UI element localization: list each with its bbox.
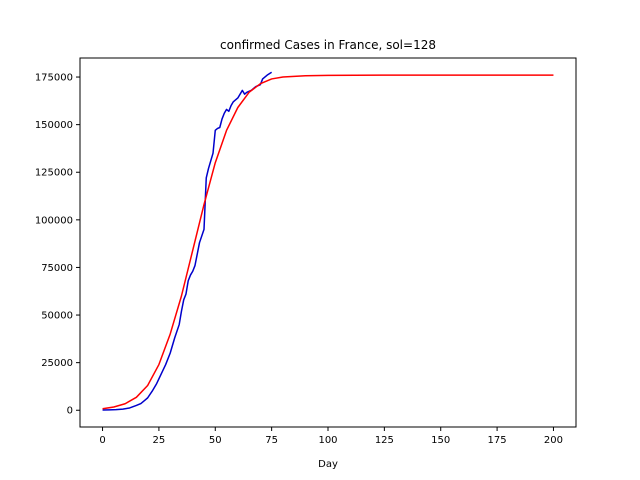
axes-layer: 0 25 50 75 100 125 150 175 200 0 25000 50000 75000 10…: [35, 57, 577, 446]
x-axis-label: Day: [318, 459, 338, 470]
x-tick-label: 175: [488, 435, 507, 446]
x-tick-label: 75: [265, 435, 278, 446]
x-tick-label: 150: [431, 435, 450, 446]
series-line-fit: [102, 74, 554, 410]
y-tick-label: 150000: [35, 120, 73, 131]
x-tick-label: 100: [318, 435, 337, 446]
x-tick-label: 50: [209, 435, 222, 446]
y-tick-label: 125000: [35, 168, 73, 179]
y-tick-label: 100000: [35, 215, 73, 226]
y-tick-label: 0: [67, 406, 73, 417]
x-tick-label: 0: [99, 435, 105, 446]
chart-title: confirmed Cases in France, sol=128: [220, 38, 436, 52]
series-line-observed: [102, 71, 273, 411]
x-tick-label: 200: [544, 435, 563, 446]
y-tick-label: 175000: [35, 73, 73, 84]
x-tick-label: 25: [153, 435, 166, 446]
x-tick-label: 125: [375, 435, 394, 446]
series-layer: [102, 71, 554, 411]
y-tick-label: 50000: [41, 311, 73, 322]
y-tick-label: 25000: [41, 358, 73, 369]
y-tick-label: 75000: [41, 263, 73, 274]
